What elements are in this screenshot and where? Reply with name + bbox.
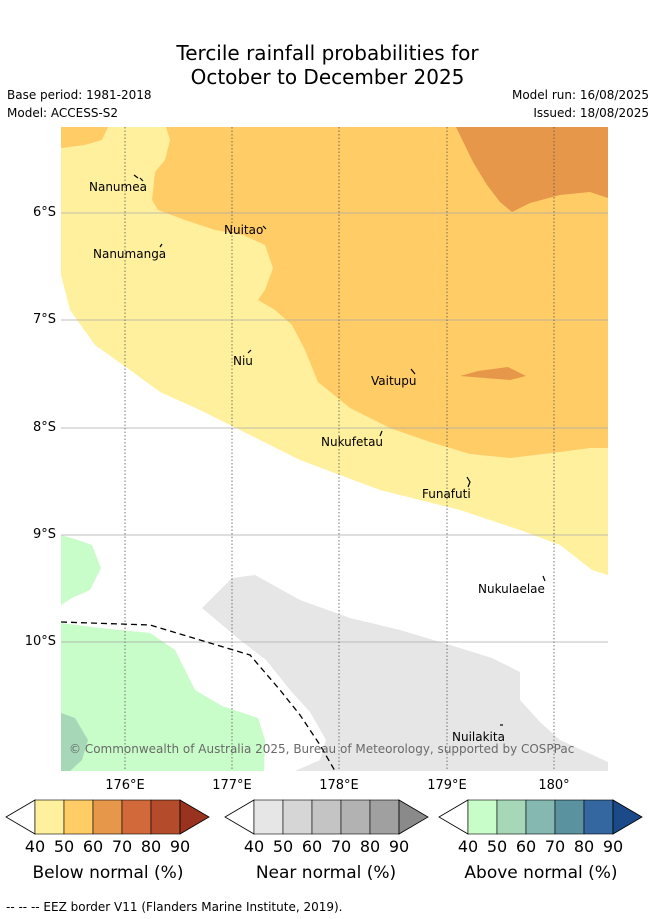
- issued-date: Issued: 18/08/2025: [533, 106, 649, 120]
- below-normal-60-70-region: [456, 127, 608, 212]
- legend-2-swatch-0: [467, 799, 498, 835]
- legend-2-tick-80: 80: [573, 837, 595, 856]
- place-label-vaitupu: Vaitupu: [371, 374, 417, 388]
- legend-above-normal-colorbar: [438, 799, 643, 835]
- legend-1-swatch-2: [311, 799, 342, 835]
- legend-colorbars: [5, 799, 643, 835]
- legend-2-swatch-1: [496, 799, 527, 835]
- place-label-nanumanga: Nanumanga: [93, 247, 167, 261]
- legend-1-tick-70: 70: [330, 837, 352, 856]
- legend-2-swatch-3: [554, 799, 585, 835]
- lon-tick-179e: 179°E: [427, 778, 467, 793]
- legend-1-swatch-1: [282, 799, 313, 835]
- model-name: Model: ACCESS-S2: [7, 106, 119, 120]
- legend-1-high-extension: [398, 799, 429, 835]
- legend-2-tick-70: 70: [544, 837, 566, 856]
- lon-tick-177e: 177°E: [212, 778, 252, 793]
- title-line-1: Tercile rainfall probabilities for: [176, 41, 479, 65]
- eez-border: [61, 621, 336, 771]
- model-run: Model run: 16/08/2025: [511, 88, 649, 102]
- legend-2-tick-50: 50: [486, 837, 508, 856]
- latitude-gridlines: [61, 212, 608, 643]
- legend-0-tick-60: 60: [82, 837, 104, 856]
- legend-0-high-extension: [179, 799, 210, 835]
- place-label-nuitao: Nuitao: [224, 223, 264, 237]
- legend-1-tick-60: 60: [301, 837, 323, 856]
- legend-0-swatch-1: [63, 799, 94, 835]
- above-normal-40-50-region-1: [61, 535, 101, 605]
- lat-tick-7s: 7°S: [32, 312, 56, 327]
- legend-1-low-extension: [224, 799, 255, 835]
- lat-tick-6s: 6°S: [32, 205, 56, 220]
- legend-0-tick-90: 90: [169, 837, 191, 856]
- map-title: Tercile rainfall probabilities for Octob…: [0, 41, 655, 89]
- legend-1-swatch-3: [340, 799, 371, 835]
- lat-tick-8s: 8°S: [32, 420, 56, 435]
- title-line-2: October to December 2025: [190, 65, 465, 89]
- legend-2-low-extension: [438, 799, 469, 835]
- copyright-notice: © Commonwealth of Australia 2025, Bureau…: [69, 742, 575, 756]
- place-label-nukufetau: Nukufetau: [321, 435, 384, 449]
- legend-0-swatch-4: [150, 799, 181, 835]
- place-label-nanumea: Nanumea: [89, 180, 147, 194]
- place-label-niu: Niu: [233, 354, 253, 368]
- legend-0-swatch-3: [121, 799, 152, 835]
- longitude-gridlines: [124, 127, 555, 771]
- place-label-nukulaelae: Nukulaelae: [478, 582, 545, 596]
- legend-1-swatch-0: [253, 799, 284, 835]
- lon-tick-176e: 176°E: [105, 778, 145, 793]
- lat-tick-9s: 9°S: [32, 527, 56, 542]
- legend-2-tick-40: 40: [457, 837, 479, 856]
- legend-2-tick-60: 60: [515, 837, 537, 856]
- near-normal-40-50-region: [202, 575, 608, 771]
- legend-2-swatch-4: [583, 799, 614, 835]
- legend-0-swatch-0: [34, 799, 65, 835]
- legend-1-tick-80: 80: [359, 837, 381, 856]
- place-label-funafuti: Funafuti: [422, 487, 471, 501]
- legend-2-swatch-2: [525, 799, 556, 835]
- legend-2-tick-90: 90: [602, 837, 624, 856]
- legend-1-tick-90: 90: [388, 837, 410, 856]
- lat-tick-10s: 10°S: [24, 634, 56, 649]
- legend-near-normal-colorbar: [224, 799, 429, 835]
- island-outlines: [133, 174, 546, 726]
- legend-1-swatch-4: [369, 799, 400, 835]
- legend-near-normal-title: Near normal (%): [255, 863, 397, 883]
- legend-1-tick-40: 40: [243, 837, 265, 856]
- legend-0-low-extension: [5, 799, 36, 835]
- place-label-nuilakita: Nuilakita: [452, 730, 505, 744]
- legend-0-tick-40: 40: [24, 837, 46, 856]
- map-area: [61, 127, 608, 771]
- legend-below-normal-colorbar: [5, 799, 210, 835]
- base-period: Base period: 1981-2018: [7, 88, 152, 102]
- legend-0-tick-70: 70: [111, 837, 133, 856]
- lon-tick-178e: 178°E: [319, 778, 359, 793]
- legend-0-tick-80: 80: [140, 837, 162, 856]
- legend-0-swatch-2: [92, 799, 123, 835]
- above-normal-40-50-region-2: [61, 623, 265, 771]
- legend-below-normal-title: Below normal (%): [32, 863, 184, 883]
- lon-tick-180: 180°: [538, 778, 570, 793]
- above-normal-50-60-region: [61, 713, 88, 771]
- legend-0-tick-50: 50: [53, 837, 75, 856]
- eez-border-note: -- -- -- EEZ border V11 (Flanders Marine…: [6, 900, 343, 914]
- legend-2-high-extension: [612, 799, 643, 835]
- legend-1-tick-50: 50: [272, 837, 294, 856]
- below-normal-60-70-patch: [460, 367, 526, 380]
- legend-above-normal-title: Above normal (%): [464, 863, 618, 883]
